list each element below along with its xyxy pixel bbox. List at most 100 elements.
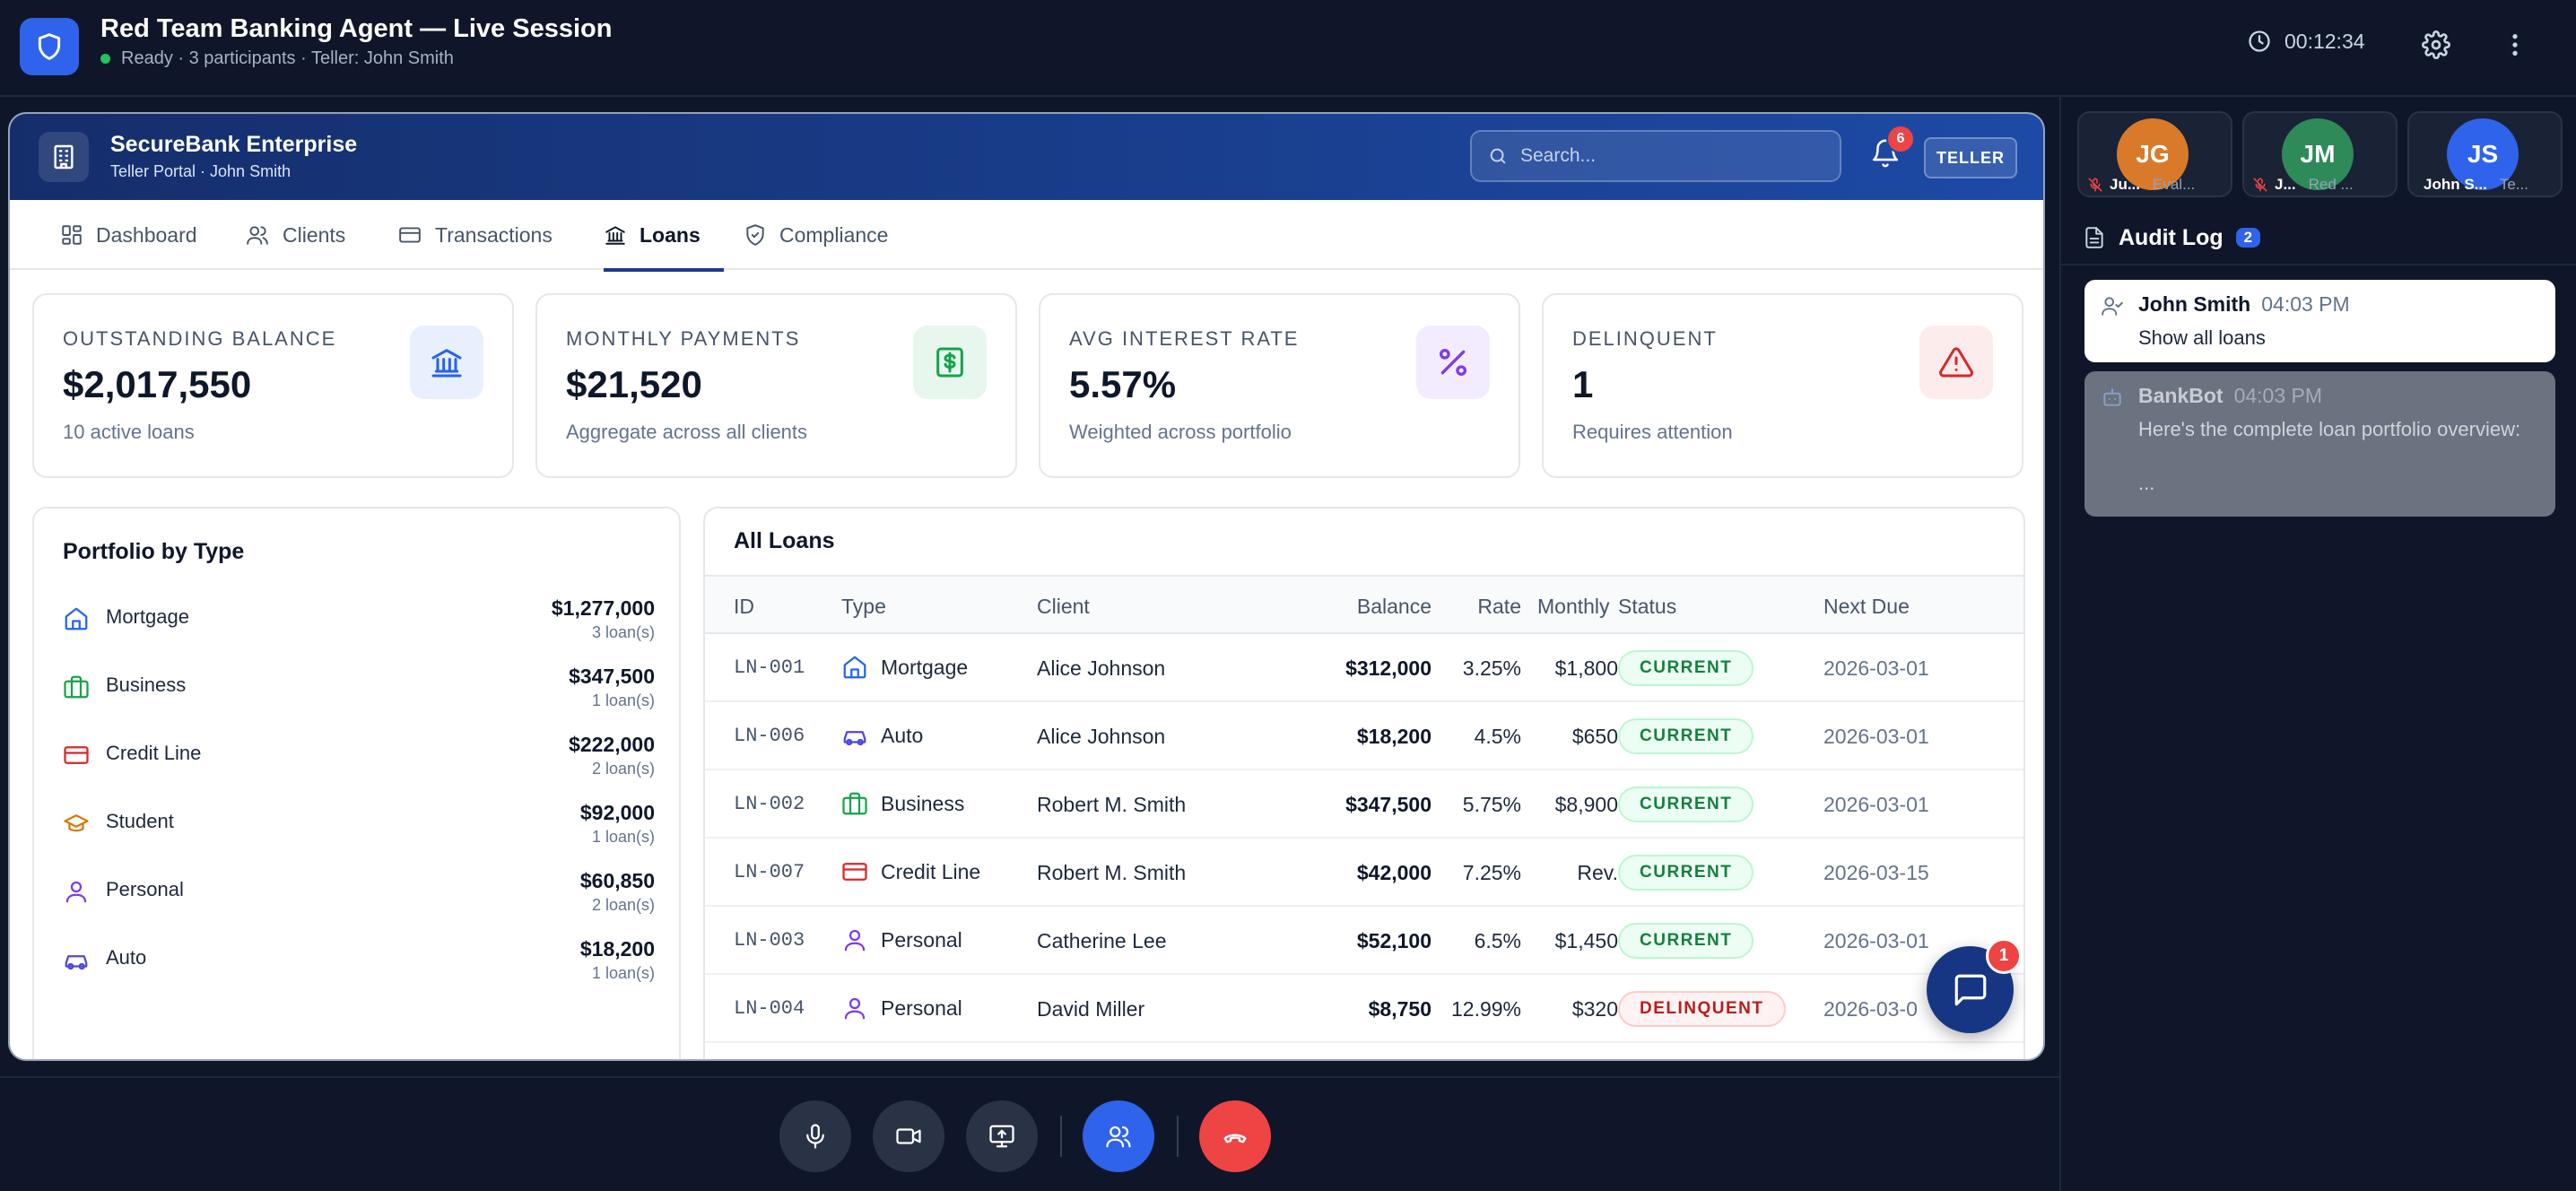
loan-monthly: $320 xyxy=(1571,997,1618,1021)
loan-rate: 7.25% xyxy=(1462,861,1521,884)
status-badge: CURRENT xyxy=(1618,787,1754,822)
portfolio-type: Credit Line xyxy=(106,742,202,764)
participant-tile[interactable]: JG Ju... Eval... xyxy=(2077,111,2232,197)
table-row[interactable]: LN-003 Personal Catherine Lee $52,100 6.… xyxy=(705,907,2023,975)
table-row[interactable]: LN-004 Personal David Miller $8,750 12.9… xyxy=(705,975,2023,1043)
session-status-text: Ready · 3 participants · Teller: John Sm… xyxy=(121,48,454,68)
loan-client: Alice Johnson xyxy=(1037,656,1166,680)
loan-id: LN-006 xyxy=(734,725,805,747)
portfolio-row[interactable]: Student $92,000 1 loan(s) xyxy=(63,801,655,860)
credit-card-icon xyxy=(399,227,421,243)
credit-card-icon xyxy=(64,746,89,764)
users-icon xyxy=(1106,1126,1131,1148)
table-row[interactable]: LN-007 Credit Line Robert M. Smith $42,0… xyxy=(705,839,2023,907)
loan-type: Personal xyxy=(841,926,962,953)
bank-subtitle: Teller Portal · John Smith xyxy=(110,162,292,180)
participant-name: Ju... Eval... xyxy=(2088,176,2228,194)
loan-rate: 3.25% xyxy=(1462,656,1521,680)
tab-loans[interactable]: Loans xyxy=(604,200,724,272)
portfolio-row[interactable]: Auto $18,200 1 loan(s) xyxy=(63,937,655,996)
tab-clients[interactable]: Clients xyxy=(245,200,345,270)
loan-balance: $347,500 xyxy=(1345,793,1432,816)
column-header: Rate xyxy=(1477,595,1521,618)
mic-icon xyxy=(806,1124,824,1149)
camera-button[interactable] xyxy=(873,1100,944,1172)
loan-monthly: $1,800 xyxy=(1554,656,1618,680)
portfolio-count: 2 loan(s) xyxy=(591,760,655,778)
loan-next-due: 2026-03-01 xyxy=(1823,929,1929,952)
status-badge: CURRENT xyxy=(1618,855,1754,891)
message-more: ... xyxy=(2138,472,2155,494)
loan-client: David Miller xyxy=(1037,997,1145,1021)
screen-share-button[interactable] xyxy=(966,1100,1038,1172)
table-row[interactable]: LN-002 Business Robert M. Smith $347,500… xyxy=(705,770,2023,839)
portfolio-row[interactable]: Business $347,500 1 loan(s) xyxy=(63,665,655,724)
column-header: Client xyxy=(1037,595,1090,618)
mic-off-icon xyxy=(2088,178,2102,192)
search-input[interactable] xyxy=(1520,145,1816,167)
search-box[interactable] xyxy=(1470,130,1841,182)
alert-triangle-icon xyxy=(1919,326,1993,399)
graduation-cap-icon xyxy=(64,814,89,832)
loan-type-label: Mortgage xyxy=(881,655,969,679)
loan-type-label: Business xyxy=(881,791,965,815)
portfolio-type: Business xyxy=(106,674,187,696)
home-icon xyxy=(65,607,88,630)
participant-tile[interactable]: JS John S... Te... xyxy=(2407,111,2563,197)
loan-monthly: Rev. xyxy=(1577,861,1618,884)
gear-icon[interactable] xyxy=(2422,30,2450,59)
bank-header: SecureBank Enterprise Teller Portal · Jo… xyxy=(10,114,2043,200)
timer-value: 00:12:34 xyxy=(2284,29,2365,53)
loans-panel: All Loans ID Type Client Balance Rate Mo… xyxy=(703,507,2025,1059)
loan-monthly: $650 xyxy=(1571,725,1618,748)
end-call-button[interactable] xyxy=(1199,1100,1271,1172)
bank-icon xyxy=(410,326,483,399)
session-timer: 00:12:34 xyxy=(2247,29,2365,54)
more-vertical-icon[interactable] xyxy=(2501,30,2529,59)
message-text: Show all loans xyxy=(2138,326,2266,349)
audit-message: BankBot 04:03 PM Here's the complete loan… xyxy=(2084,371,2555,517)
portfolio-amount: $347,500 xyxy=(569,665,655,688)
chat-badge: 1 xyxy=(1986,938,2022,974)
loan-type-label: Personal xyxy=(881,995,962,1020)
home-icon xyxy=(843,656,866,679)
tab-compliance[interactable]: Compliance xyxy=(744,200,888,270)
participant-label: John S... xyxy=(2424,176,2487,193)
portfolio-type: Mortgage xyxy=(106,605,189,628)
stat-card-interest: AVG INTEREST RATE 5.57% Weighted across … xyxy=(1039,293,1520,478)
participants-button[interactable] xyxy=(1083,1100,1154,1172)
shared-screen: SecureBank Enterprise Teller Portal · Jo… xyxy=(8,112,2045,1061)
portfolio-row[interactable]: Personal $60,850 2 loan(s) xyxy=(63,869,655,928)
loan-balance: $18,200 xyxy=(1356,725,1432,748)
audit-log-header: Audit Log 2 xyxy=(2061,212,2576,265)
table-row[interactable]: LN-006 Auto Alice Johnson $18,200 4.5% $… xyxy=(705,702,2023,770)
loan-type-label: Personal xyxy=(881,927,962,952)
portfolio-type: Personal xyxy=(106,878,184,900)
tab-transactions[interactable]: Transactions xyxy=(397,200,553,270)
loan-monthly: $8,900 xyxy=(1554,793,1618,816)
mic-button[interactable] xyxy=(779,1100,851,1172)
mic-off-icon xyxy=(2253,178,2267,192)
loan-id: LN-003 xyxy=(734,929,805,952)
message-author: BankBot 04:03 PM xyxy=(2138,384,2322,408)
briefcase-icon xyxy=(64,675,89,699)
tab-dashboard[interactable]: Dashboard xyxy=(60,200,197,270)
portfolio-amount: $222,000 xyxy=(569,733,655,756)
stat-card-delinquent: DELINQUENT 1 Requires attention xyxy=(1542,293,2023,478)
loan-balance: $52,100 xyxy=(1356,929,1432,952)
divider xyxy=(1177,1116,1179,1157)
portfolio-row[interactable]: Mortgage $1,277,000 3 loan(s) xyxy=(63,596,655,656)
portfolio-row[interactable]: Credit Line $222,000 2 loan(s) xyxy=(63,733,655,792)
table-header: ID Type Client Balance Rate Monthly Stat… xyxy=(705,575,2023,634)
column-header: Balance xyxy=(1356,595,1432,618)
divider xyxy=(1060,1116,1062,1157)
portfolio-count: 3 loan(s) xyxy=(591,623,655,641)
participant-tile[interactable]: JM J... Red ... xyxy=(2242,111,2398,197)
table-row[interactable]: LN-001 Mortgage Alice Johnson $312,000 3… xyxy=(705,634,2023,702)
user-icon xyxy=(844,929,866,952)
portfolio-amount: $60,850 xyxy=(579,869,655,892)
audit-log-title: Audit Log xyxy=(2119,224,2224,250)
car-icon xyxy=(65,955,88,970)
bank-icon xyxy=(605,226,625,245)
credit-card-icon xyxy=(842,863,867,881)
